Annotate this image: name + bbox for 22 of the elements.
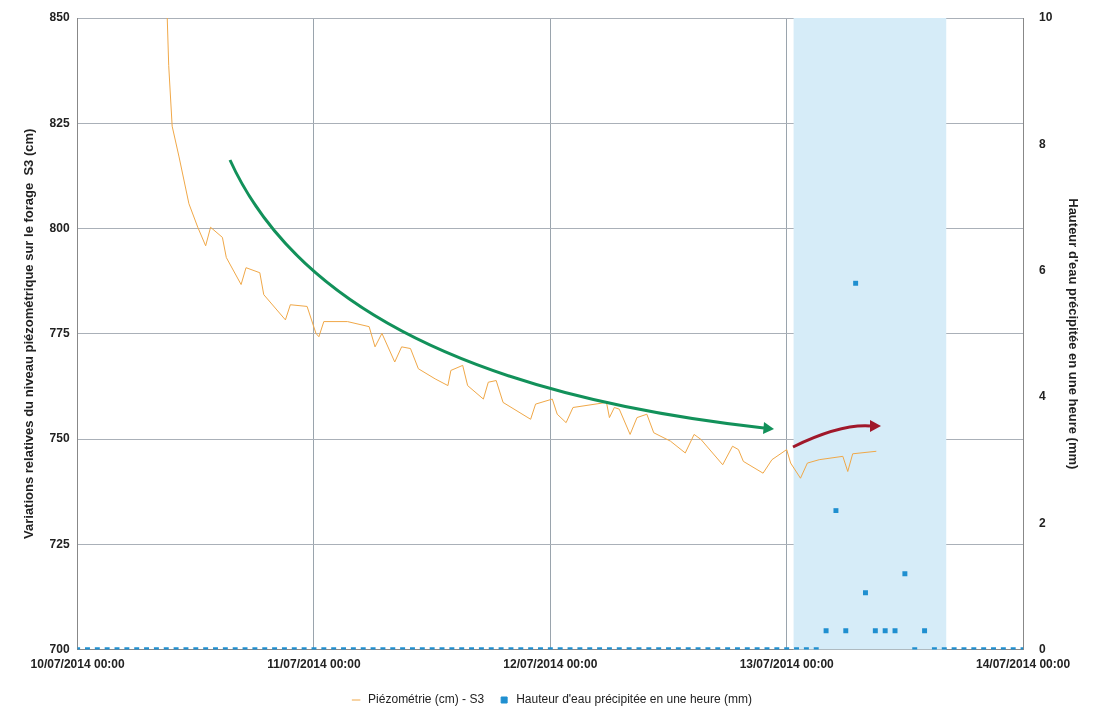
y-tick-label: 800 [49, 220, 70, 235]
y-tick-label: 775 [49, 326, 70, 341]
x-tick-label: 13/07/2014 00:00 [739, 657, 835, 672]
y-tick-label: 725 [49, 536, 70, 551]
y-axis-title: Variations relatives du niveau piézométrique sur le forage S3 (cm) [21, 128, 37, 539]
y2-tick-label: 0 [1039, 641, 1047, 656]
y2-tick-label: 8 [1039, 136, 1047, 151]
y-tick-label: 825 [49, 115, 70, 130]
y2-tick-label: 4 [1039, 389, 1047, 404]
y2-tick-label: 6 [1039, 262, 1047, 277]
x-tick-label: 11/07/2014 00:00 [267, 657, 362, 672]
y-tick-label: 700 [49, 641, 70, 656]
y2-tick-label: 2 [1039, 515, 1047, 530]
y-tick-label: 850 [49, 10, 70, 25]
y2-axis-title: Hauteur d'eau précipitée en une heure (mm) [1065, 198, 1081, 470]
legend-label: Hauteur d'eau précipitée en une heure (mm) [516, 692, 752, 707]
x-tick-label: 14/07/2014 00:00 [976, 657, 1071, 672]
x-tick-label: 10/07/2014 00:00 [30, 657, 125, 672]
legend-label: Piézométrie (cm) - S3 [368, 692, 485, 707]
y2-tick-label: 10 [1039, 10, 1053, 25]
x-tick-label: 12/07/2014 00:00 [503, 657, 598, 672]
y-tick-label: 750 [49, 431, 70, 446]
